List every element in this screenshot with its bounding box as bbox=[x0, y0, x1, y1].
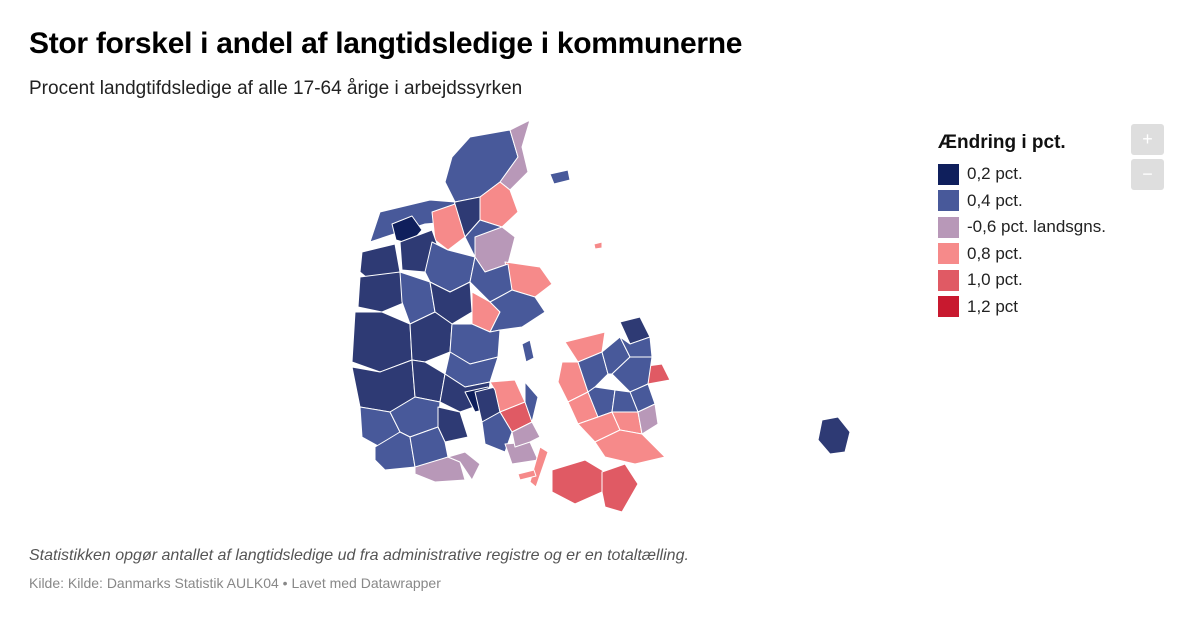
region-kolding[interactable] bbox=[437, 406, 469, 443]
region-billund[interactable] bbox=[411, 359, 446, 403]
legend-item: -0,6 pct. landsgns. bbox=[938, 214, 1106, 241]
region-svendborg[interactable] bbox=[511, 421, 541, 448]
chart-subtitle: Procent landgtifdsledige af alle 17-64 å… bbox=[29, 78, 523, 99]
region-aero[interactable] bbox=[517, 469, 537, 481]
zoom-in-button[interactable]: + bbox=[1131, 124, 1164, 155]
region-bornholm[interactable] bbox=[817, 416, 851, 455]
legend-label: 0,2 pct. bbox=[967, 164, 1023, 184]
legend-item: 0,8 pct. bbox=[938, 241, 1106, 268]
region-lolland[interactable] bbox=[551, 459, 606, 505]
region-guldborgsund[interactable] bbox=[601, 463, 639, 513]
legend-item: 0,4 pct. bbox=[938, 188, 1106, 215]
region-roskilde[interactable] bbox=[611, 356, 653, 393]
chart-source: Kilde: Kilde: Danmarks Statistik AULK04 … bbox=[29, 575, 441, 591]
region-samso[interactable] bbox=[521, 339, 535, 363]
region-aarhus[interactable] bbox=[489, 289, 546, 333]
region-laeso[interactable] bbox=[549, 169, 571, 185]
legend-swatch bbox=[938, 296, 959, 318]
legend-label: 1,2 pct bbox=[967, 296, 1019, 316]
legend-title: Ændring i pct. bbox=[938, 132, 1066, 153]
region-anholt[interactable] bbox=[593, 241, 603, 250]
legend-swatch bbox=[938, 269, 959, 291]
legend-swatch bbox=[938, 163, 959, 185]
region-hillerod[interactable] bbox=[619, 336, 653, 358]
chart-notes: Statistikken opgør antallet af langtidsl… bbox=[29, 547, 689, 564]
region-holstebro[interactable] bbox=[357, 271, 407, 313]
legend-item: 1,2 pct bbox=[938, 294, 1106, 321]
legend-label: 0,4 pct. bbox=[967, 190, 1023, 210]
legend-swatch bbox=[938, 216, 959, 238]
legend-label: -0,6 pct. landsgns. bbox=[967, 217, 1106, 237]
region-vordingborg[interactable] bbox=[594, 429, 666, 465]
legend-label: 1,0 pct. bbox=[967, 270, 1023, 290]
region-holbaek[interactable] bbox=[577, 351, 609, 393]
zoom-controls: + − bbox=[1131, 124, 1165, 194]
color-legend: Ændring i pct. 0,2 pct. 0,4 pct. -0,6 pc… bbox=[938, 132, 1106, 320]
chart-title: Stor forskel i andel af langtidsledige i… bbox=[29, 27, 743, 60]
map-svg bbox=[351, 119, 851, 513]
legend-swatch bbox=[938, 243, 959, 265]
region-assens[interactable] bbox=[481, 411, 513, 453]
legend-item: 0,2 pct. bbox=[938, 161, 1106, 188]
region-sonderborg[interactable] bbox=[447, 451, 481, 481]
region-frederikshavn[interactable] bbox=[499, 119, 531, 191]
zoom-out-button[interactable]: − bbox=[1131, 159, 1164, 190]
legend-label: 0,8 pct. bbox=[967, 243, 1023, 263]
region-stevns[interactable] bbox=[637, 403, 659, 435]
legend-swatch bbox=[938, 190, 959, 212]
denmark-choropleth-map[interactable] bbox=[340, 112, 870, 522]
legend-item: 1,0 pct. bbox=[938, 267, 1106, 294]
region-vesthimmerland[interactable] bbox=[431, 203, 466, 251]
